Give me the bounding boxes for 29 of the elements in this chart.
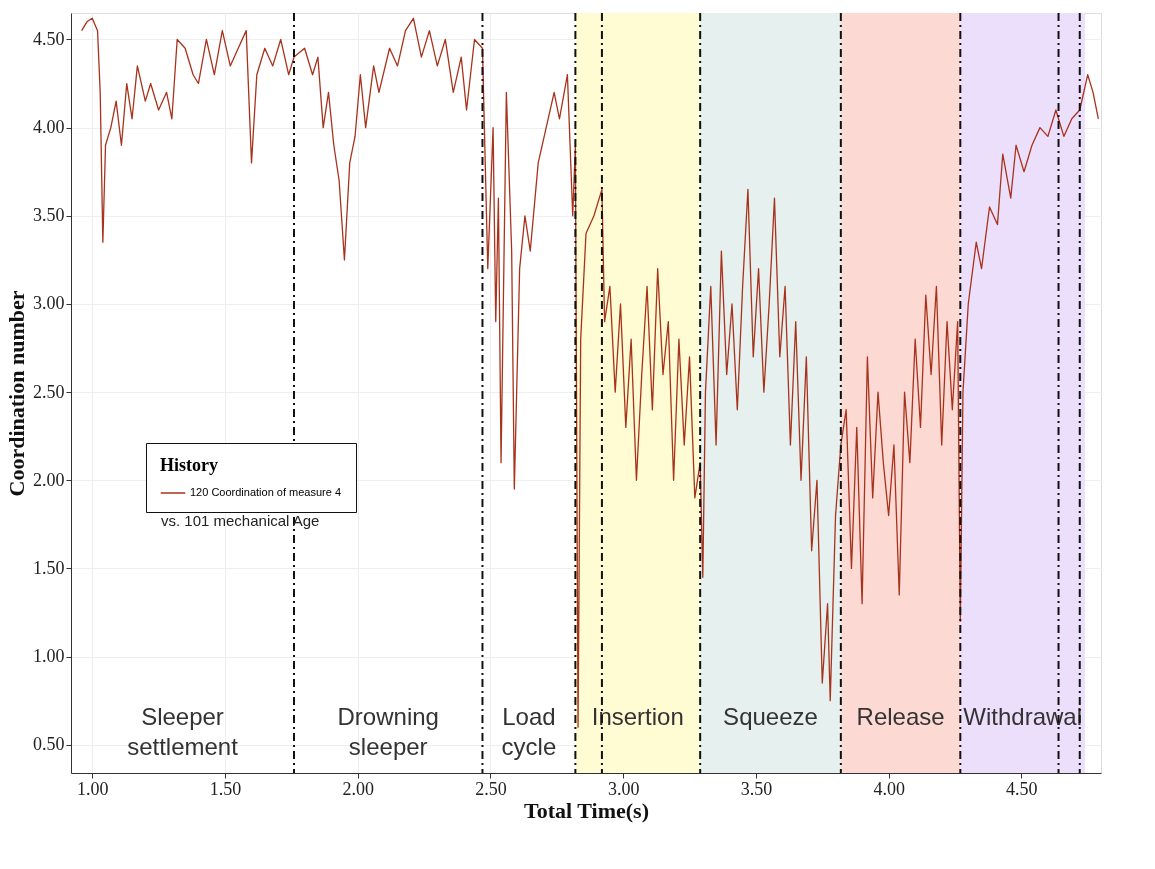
- x-tick-label: 2.00: [342, 778, 374, 799]
- y-tick-label: 2.00: [33, 469, 65, 490]
- x-tick-label: 3.50: [740, 778, 773, 799]
- band-label: Insertion: [591, 703, 684, 730]
- y-tick-label: 1.50: [33, 557, 65, 578]
- x-tick-label: 4.50: [1006, 778, 1038, 799]
- y-tick-label: 4.50: [33, 28, 65, 49]
- y-tick-label: 3.50: [33, 205, 65, 226]
- annotation: Sleeper settlement: [127, 703, 239, 760]
- x-axis-title: Total Time(s): [524, 797, 649, 823]
- y-tick-label: 2.50: [33, 381, 65, 402]
- y-tick-label: 4.00: [33, 117, 65, 138]
- line-series: [80, 17, 1099, 728]
- annotation: Load cycle: [501, 703, 557, 760]
- x-tick-label: 4.00: [873, 778, 905, 799]
- annotation: Drowning sleeper: [337, 703, 439, 760]
- y-tick-label: 3.00: [33, 293, 65, 314]
- y-axis-title: Coordination number: [4, 290, 29, 497]
- band-label: Release: [856, 703, 945, 730]
- x-tick-label: 1.50: [209, 778, 242, 799]
- x-tick-label: 1.00: [76, 778, 109, 799]
- legend-label: 120 Coordination of measure 4: [190, 486, 342, 498]
- legend-title: History: [160, 455, 218, 475]
- band-label: Squeeze: [723, 703, 818, 730]
- band-label: Withdrawal: [963, 703, 1083, 730]
- x-tick-label: 2.50: [475, 778, 507, 799]
- y-tick-label: 0.50: [33, 734, 65, 755]
- y-tick-label: 1.00: [33, 646, 65, 667]
- x-tick-label: 3.00: [607, 778, 640, 799]
